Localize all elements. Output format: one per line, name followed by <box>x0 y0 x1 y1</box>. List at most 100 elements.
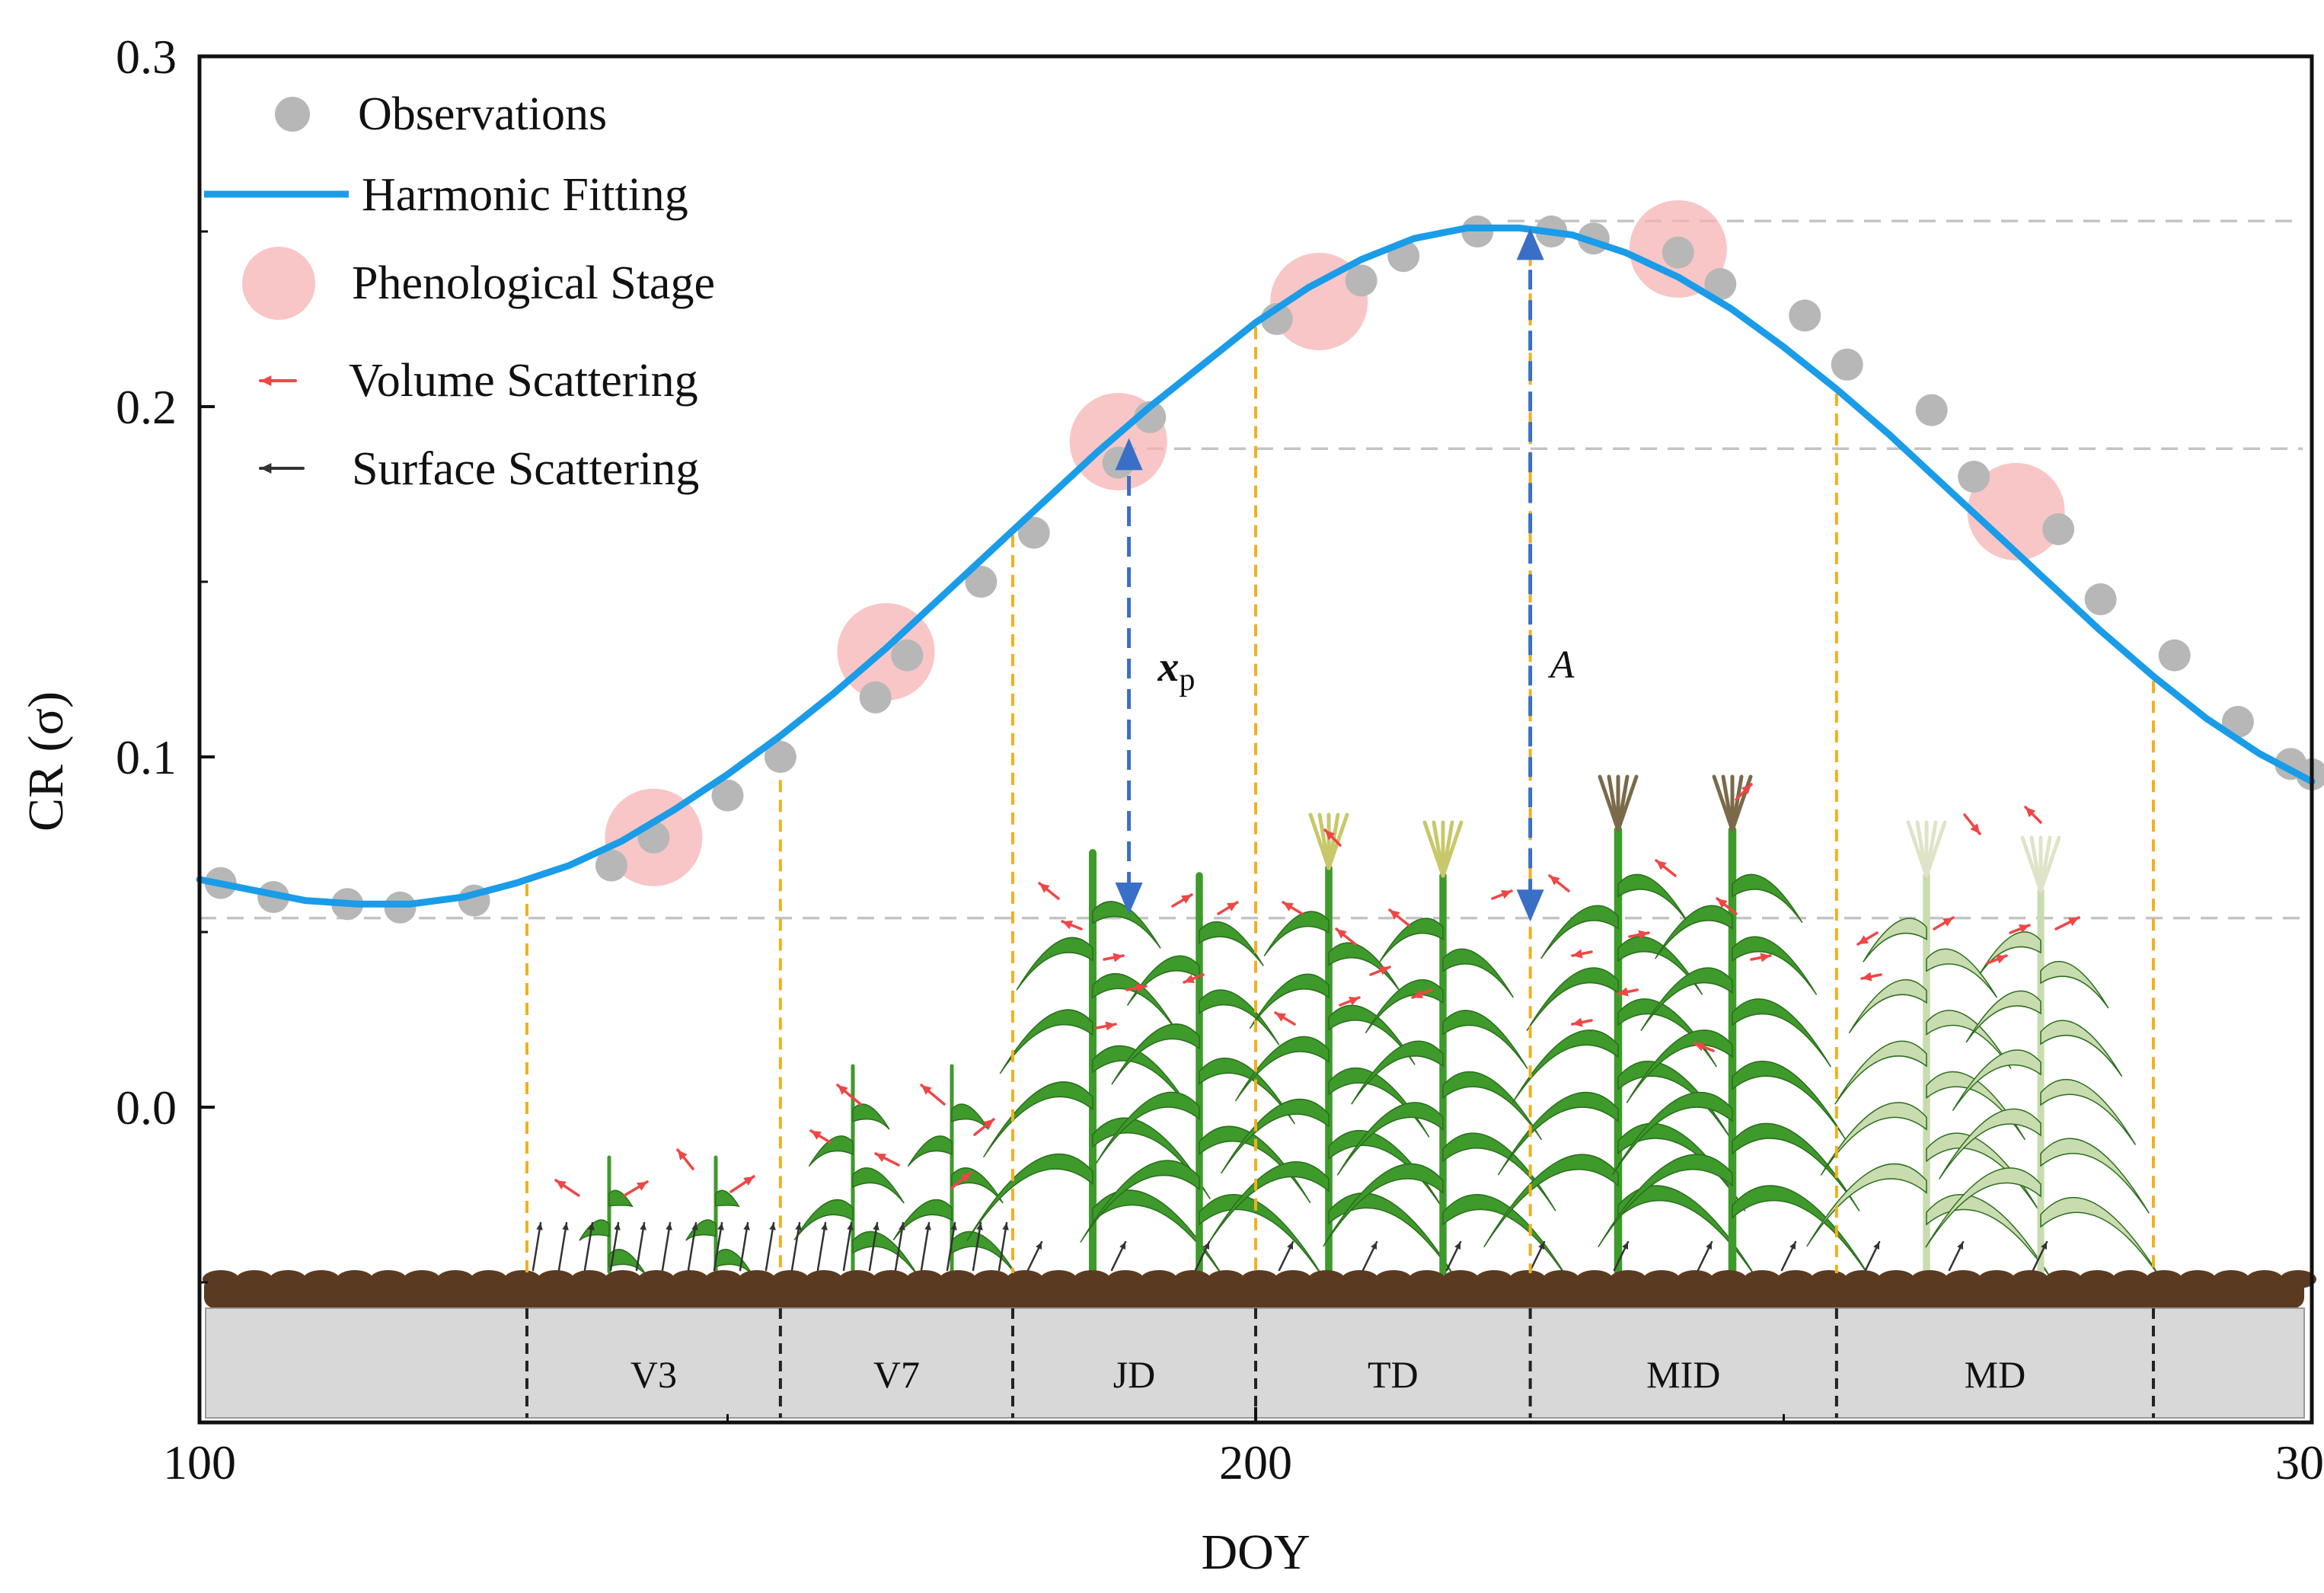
crop-leaf <box>892 1199 953 1240</box>
surface-scattering-arrow-shaft <box>998 1221 1008 1272</box>
y-axis-label: CR (σ) <box>18 691 74 832</box>
crop-tassel <box>1924 820 1947 878</box>
phenological-stage-marker <box>1967 463 2065 560</box>
crop-leaf <box>1221 1098 1330 1174</box>
surface-scattering-arrow-head <box>666 1223 672 1231</box>
soil-clod <box>839 1270 876 1288</box>
soil-clod <box>1476 1270 1512 1288</box>
volume-scattering-arrow <box>1856 931 1879 946</box>
crop-leaf <box>1952 1049 2041 1111</box>
crop-tassel <box>2038 835 2061 893</box>
volume-scattering-arrow <box>1217 901 1239 915</box>
volume-scattering-arrow-head <box>1572 949 1583 959</box>
crop-leaf <box>1732 936 1818 995</box>
observation-point <box>1831 348 1863 381</box>
volume-scattering-arrow-head <box>1184 974 1195 983</box>
soil-clod <box>2246 1270 2283 1288</box>
volume-scattering-arrow-head <box>1638 930 1649 940</box>
soil-clod <box>2012 1270 2048 1288</box>
surface-scattering-arrow-head <box>873 1223 879 1231</box>
soil-clod <box>270 1270 306 1288</box>
crop-leaf <box>907 1135 953 1167</box>
volume-scattering-arrow <box>1693 1042 1715 1052</box>
surface-scattering-arrow-head <box>950 1223 957 1231</box>
soil-clod <box>1610 1270 1646 1288</box>
surface-scattering-arrow <box>1194 1240 1211 1272</box>
surface-scattering-arrow-head <box>769 1223 776 1231</box>
volume-scattering-arrow-head <box>1572 1017 1583 1027</box>
surface-scattering-arrow-shaft <box>583 1221 594 1272</box>
surface-scattering-arrow-head <box>976 1223 983 1231</box>
soil-clod <box>1342 1270 1378 1288</box>
surface-scattering-arrow-head <box>1622 1242 1628 1250</box>
surface-scattering-arrow <box>868 1221 879 1272</box>
surface-scattering-arrow-shaft <box>790 1221 801 1272</box>
crop-leaf <box>1732 998 1832 1068</box>
surface-scattering-arrow-shaft <box>894 1221 905 1272</box>
soil-clod <box>571 1270 608 1288</box>
volume-scattering-arrow-head <box>1694 1042 1705 1052</box>
volume-scattering-arrow-head <box>1413 989 1423 998</box>
x-tick-label: 200 <box>1219 1435 1292 1489</box>
volume-scattering-arrow <box>1963 813 1981 835</box>
surface-scattering-arrow <box>661 1221 672 1272</box>
observation-point <box>384 891 417 924</box>
soil-clod <box>605 1270 641 1288</box>
crop-leaf <box>1092 1117 1211 1199</box>
soil-clod <box>1141 1270 1177 1288</box>
volume-scattering-arrow-head <box>1039 883 1050 893</box>
volume-scattering-arrow-head <box>811 1131 822 1140</box>
crop-md <box>1806 820 2054 1282</box>
x-tick-label: 100 <box>163 1435 236 1489</box>
surface-scattering-arrow-shaft <box>557 1221 568 1272</box>
amplitude-arrow <box>1516 228 1544 922</box>
soil-clod <box>1744 1270 1780 1288</box>
soil-clod <box>1275 1270 1311 1288</box>
crop-leaf <box>1926 1010 2012 1069</box>
volume-scattering-arrow-head <box>1349 997 1359 1006</box>
surface-scattering-arrow <box>2032 1240 2048 1272</box>
surface-scattering-arrow <box>790 1221 802 1272</box>
stage-label: MID <box>1646 1353 1720 1396</box>
surface-scattering-arrow <box>557 1221 569 1272</box>
volume-scattering-arrow <box>1411 988 1433 999</box>
crop-leaf <box>2040 1020 2123 1077</box>
soil-clod <box>2179 1270 2216 1288</box>
surface-scattering-arrow <box>1278 1240 1294 1272</box>
surface-scattering-arrow <box>1613 1240 1630 1272</box>
crop-leaf <box>1351 1040 1444 1105</box>
crop-leaf <box>1598 1154 1733 1248</box>
crop-leaf <box>1820 1102 1927 1176</box>
soil-clod <box>1978 1270 2015 1288</box>
xp-label-main: x <box>1157 643 1180 691</box>
volume-scattering-arrow <box>1933 916 1955 931</box>
crop-leaf <box>982 1081 1093 1158</box>
crop-leaf <box>808 1135 854 1167</box>
soil-band <box>203 1270 2316 1308</box>
volume-scattering-arrow-head <box>1717 899 1728 908</box>
observation-point <box>2221 706 2254 738</box>
axes: 0.0 0.1 0.2 0.3 100 200 300 DOY CR (σ) <box>18 30 2324 1580</box>
volume-scattering-arrow-head <box>637 1182 647 1191</box>
surface-scattering-arrow-head <box>536 1223 543 1231</box>
x-tick-label: 300 <box>2275 1435 2324 1489</box>
surface-scattering-arrow-head <box>924 1223 931 1231</box>
volume-scattering-arrow-head <box>1275 1013 1286 1022</box>
surface-scattering-arrow <box>583 1221 595 1272</box>
volume-scattering-arrow <box>2024 806 2042 824</box>
volume-scattering-arrow <box>1061 920 1083 931</box>
observation-point <box>1789 299 1821 332</box>
surface-scattering-arrow <box>998 1221 1009 1272</box>
surface-scattering-arrow-shaft <box>609 1221 620 1272</box>
soil-clod <box>1643 1270 1680 1288</box>
surface-scattering-arrow-head <box>640 1223 646 1231</box>
legend-phenological-marker <box>242 247 315 320</box>
soil-clod <box>437 1270 474 1288</box>
volume-scattering-arrow <box>1860 972 1882 982</box>
crop-leaf <box>1095 1091 1200 1164</box>
soil-clod <box>2112 1270 2149 1288</box>
volume-scattering-arrow-head <box>838 1085 848 1095</box>
y-tick-label: 0.0 <box>116 1081 177 1135</box>
volume-scattering-arrow-head <box>1390 910 1400 920</box>
soil-clod <box>940 1270 976 1288</box>
